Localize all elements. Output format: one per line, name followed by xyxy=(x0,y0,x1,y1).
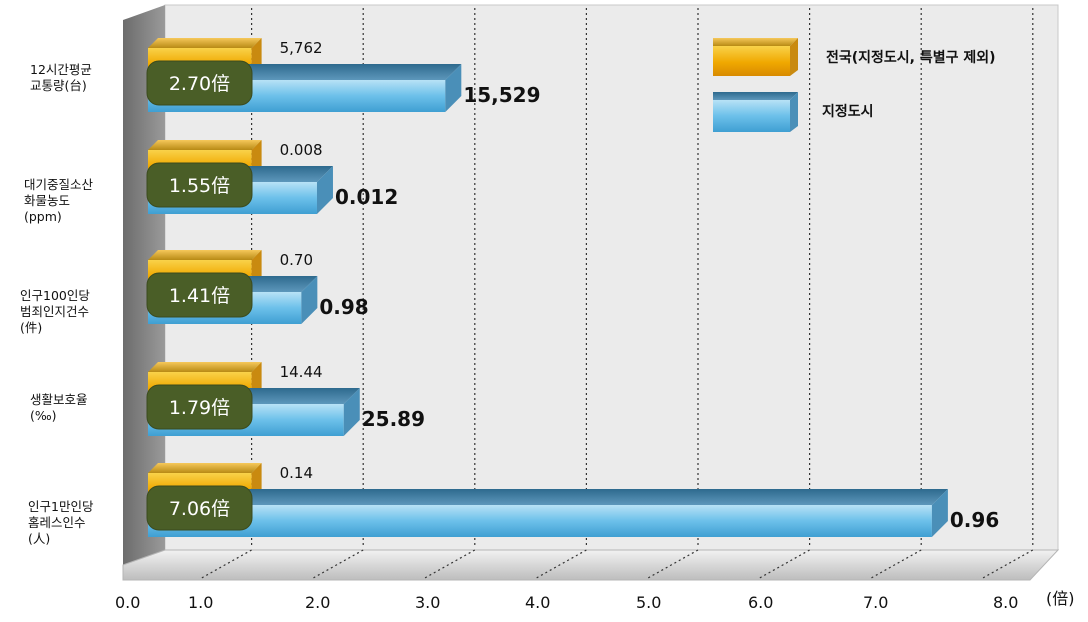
metro-value-label: 0.98 xyxy=(319,295,368,319)
metro-value-label: 0.96 xyxy=(950,508,999,532)
metro-value-label: 15,529 xyxy=(463,83,540,107)
bar-metro-end xyxy=(931,489,948,537)
ratio-label: 2.70倍 xyxy=(169,73,230,95)
category-label: 생활보호율 xyxy=(30,392,88,407)
national-value-label: 0.70 xyxy=(280,251,313,269)
metro-value-label: 25.89 xyxy=(362,407,425,431)
national-value-label: 0.008 xyxy=(280,141,323,159)
category-label: (‰) xyxy=(30,408,57,423)
legend-label-metro: 지정도시 xyxy=(822,103,874,120)
category-label: 범죄인지건수 xyxy=(20,304,89,319)
bar-national-top xyxy=(148,140,262,150)
bar-group: 5,762 15,529 2.70倍 xyxy=(146,38,541,112)
bar-group: 0.14 0.96 7.06倍 xyxy=(146,463,999,537)
bar-metro-end xyxy=(343,388,360,436)
legend-swatch-national xyxy=(713,38,798,76)
category-label: (ppm) xyxy=(24,209,62,224)
x-axis-unit: (倍) xyxy=(1046,589,1075,608)
ratio-badge xyxy=(146,485,253,531)
x-tick-label: 8.0 xyxy=(993,593,1018,612)
x-tick-label: 2.0 xyxy=(305,593,330,612)
bar-group: 0.008 0.012 1.55倍 xyxy=(146,140,398,214)
category-label: 대기중질소산 xyxy=(24,177,94,192)
ratio-badge xyxy=(146,272,253,318)
bar-metro-end xyxy=(316,166,333,214)
bar-metro xyxy=(148,505,932,537)
x-tick-label: 0.0 xyxy=(115,593,140,612)
category-label: 12시간평균 xyxy=(30,62,92,77)
bar-group: 14.44 25.89 1.79倍 xyxy=(146,362,425,436)
bar-national-top xyxy=(148,38,262,48)
ratio-label: 1.79倍 xyxy=(169,397,230,419)
x-tick-label: 1.0 xyxy=(188,593,213,612)
category-label: (人) xyxy=(28,531,50,546)
chart-floor xyxy=(122,549,1060,581)
bar-national-top xyxy=(148,250,262,260)
bar-national-top xyxy=(148,463,262,473)
national-value-label: 5,762 xyxy=(280,39,323,57)
category-label: 인구100인당 xyxy=(20,288,90,303)
metro-value-label: 0.012 xyxy=(335,185,398,209)
x-tick-label: 6.0 xyxy=(748,593,773,612)
ratio-label: 1.41倍 xyxy=(169,285,230,307)
category-label: 교통량(台) xyxy=(30,78,87,93)
legend-swatch-metro xyxy=(713,92,798,132)
x-tick-label: 4.0 xyxy=(525,593,550,612)
ratio-label: 1.55倍 xyxy=(169,175,230,197)
ratio-badge xyxy=(146,162,253,208)
bar-metro-top xyxy=(148,489,948,505)
x-tick-label: 3.0 xyxy=(415,593,440,612)
bar-national-top xyxy=(148,362,262,372)
ratio-badge xyxy=(146,60,253,106)
category-label: 화물농도 xyxy=(24,193,70,208)
category-label: (件) xyxy=(20,320,42,335)
national-value-label: 14.44 xyxy=(280,363,323,381)
bar-metro-end xyxy=(301,276,318,324)
legend-label-national: 전국(지정도시, 특별구 제외) xyxy=(826,49,996,66)
x-tick-label: 5.0 xyxy=(636,593,661,612)
x-tick-label: 7.0 xyxy=(863,593,888,612)
ratio-badge xyxy=(146,384,253,430)
ratio-label: 7.06倍 xyxy=(169,498,230,520)
category-label: 홈레스인수 xyxy=(28,515,86,530)
bar-metro-end xyxy=(445,64,462,112)
bar-group: 0.70 0.98 1.41倍 xyxy=(146,250,369,324)
national-value-label: 0.14 xyxy=(280,464,313,482)
legend: 전국(지정도시, 특별구 제외) 지정도시 xyxy=(713,38,996,132)
category-label: 인구1만인당 xyxy=(28,499,94,514)
